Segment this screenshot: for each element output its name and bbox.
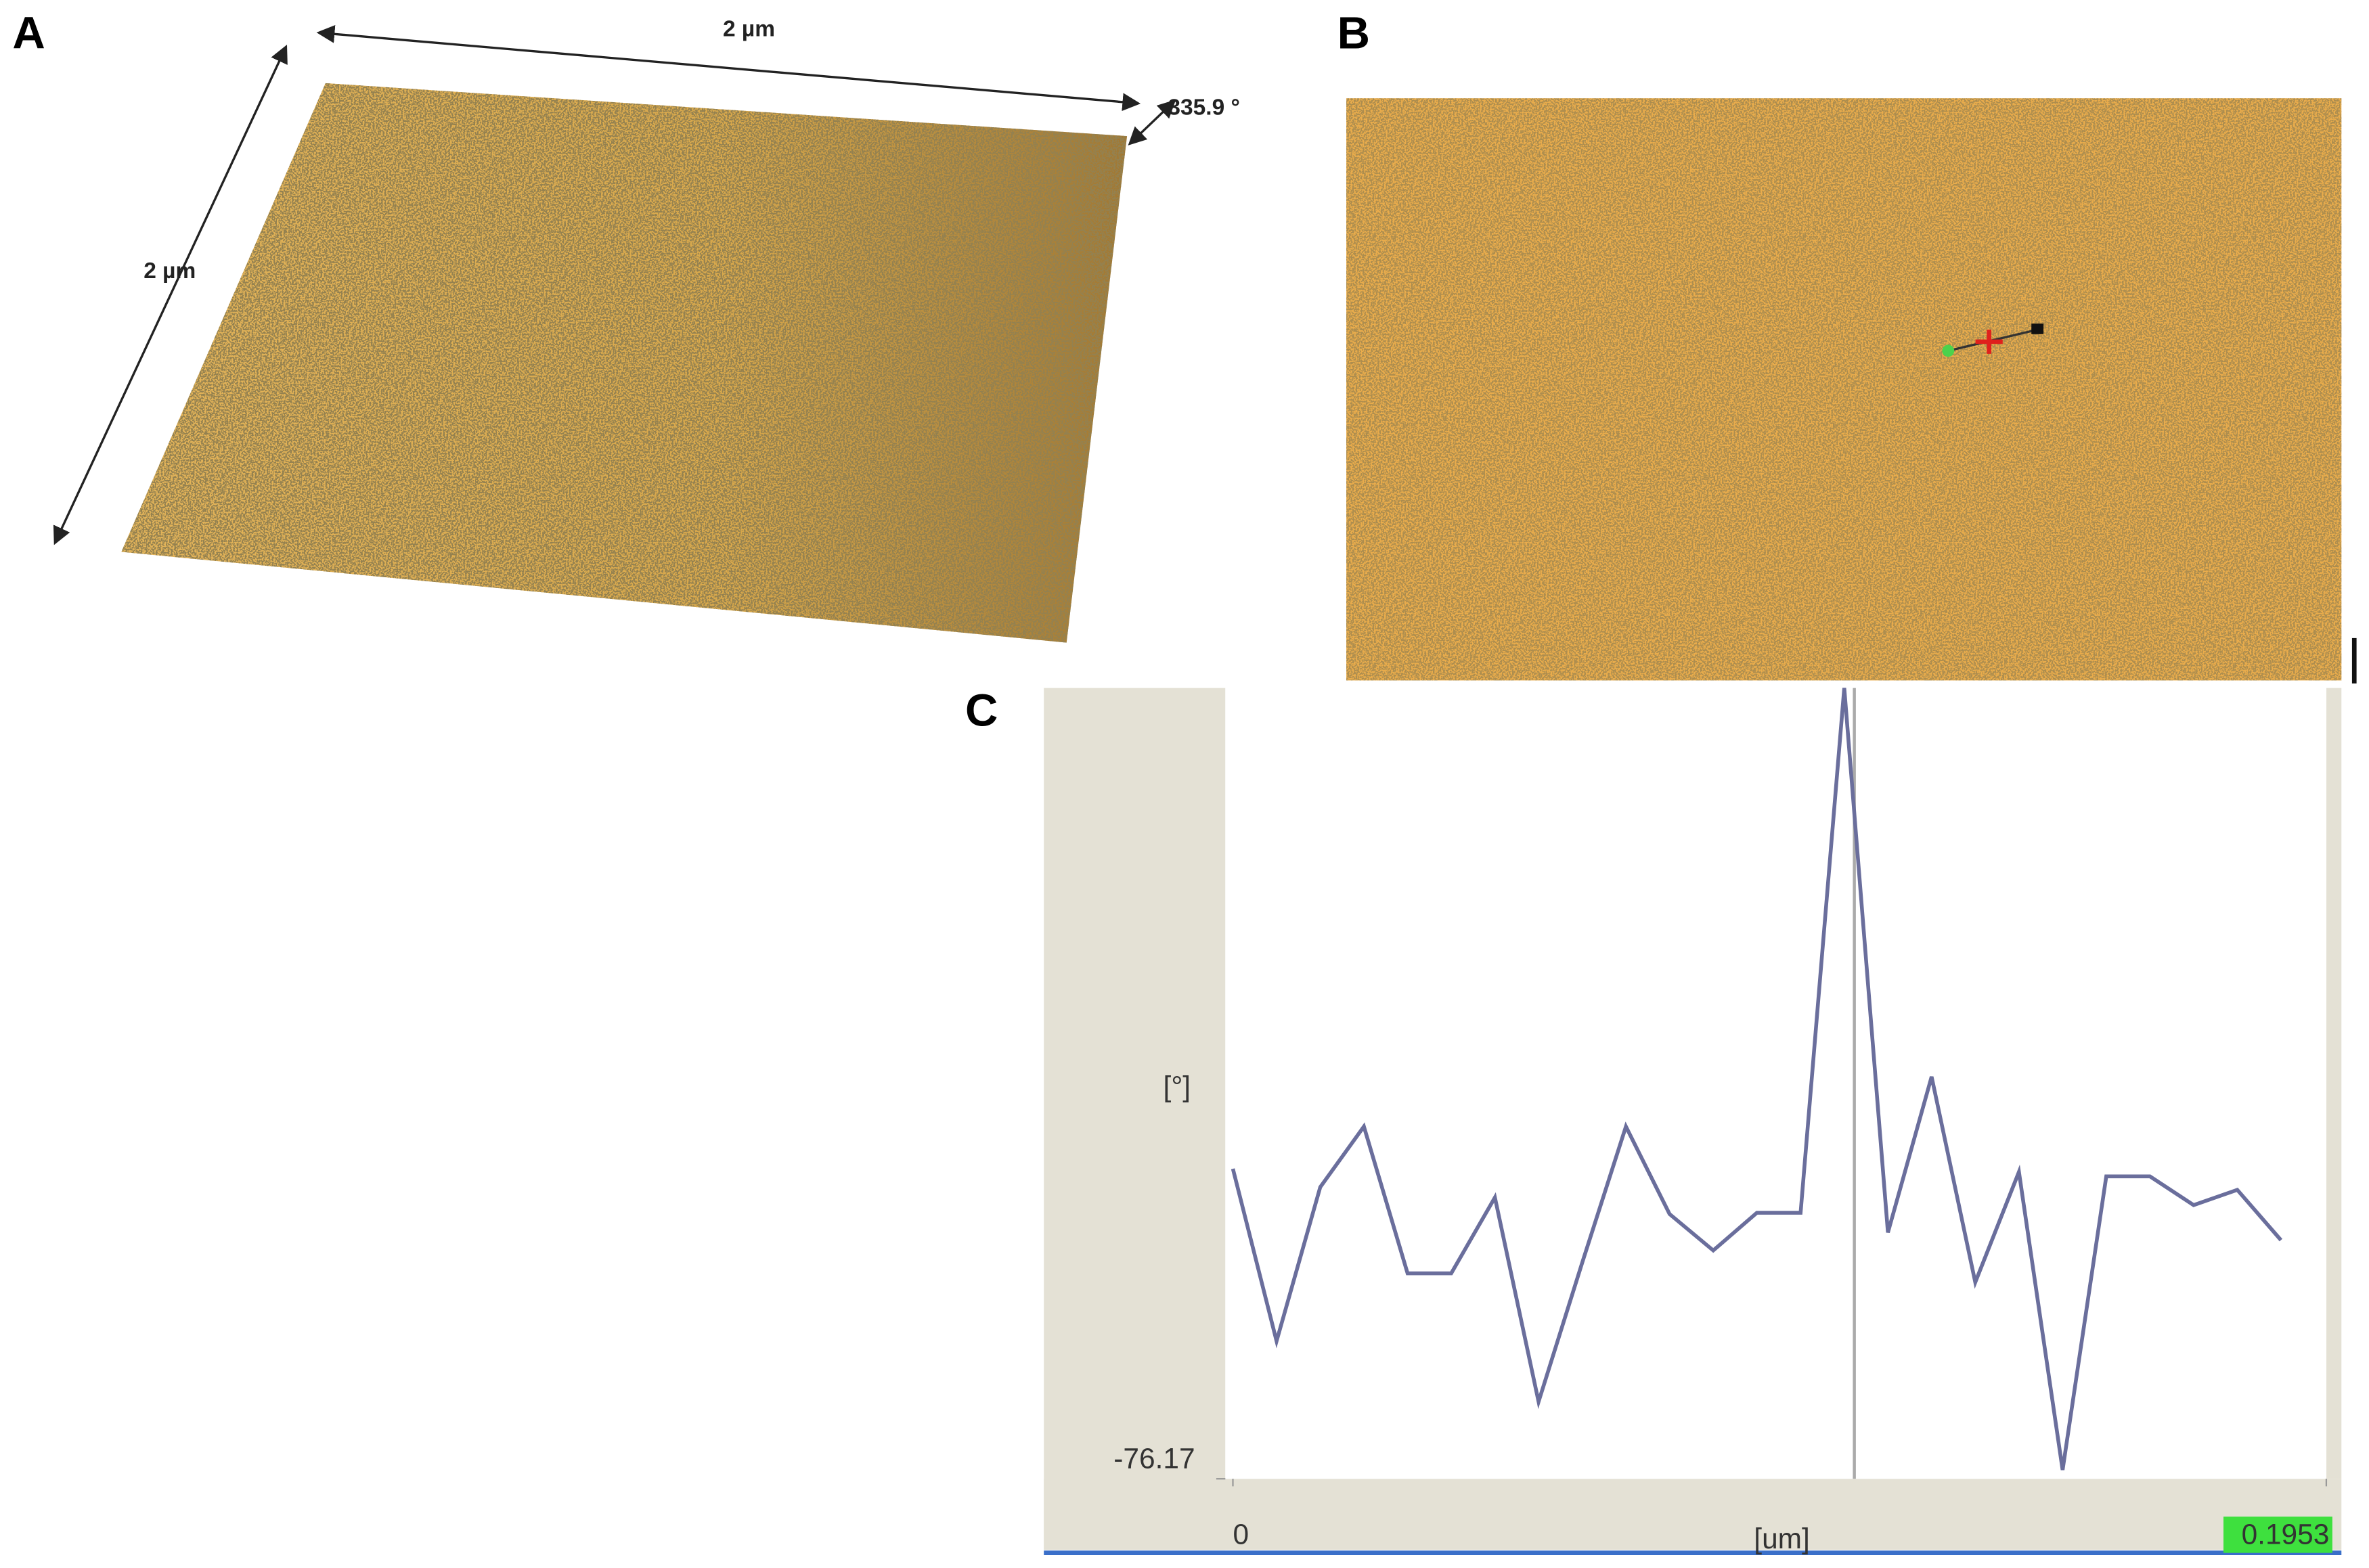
dimension-line [53,45,288,545]
profile-end [2031,323,2044,334]
axis-panel [1044,688,1226,1550]
value-highlight [2223,1517,2332,1553]
panel-label: A [12,7,45,58]
width-label: 2 µm [723,17,775,42]
axis-panel [2326,688,2342,1479]
dimension-line [316,24,1141,112]
scale-bar [2351,637,2357,684]
dimension-line [1128,99,1176,145]
x-axis-label: [um] [1754,1523,1810,1554]
panel-label: C [965,685,998,736]
surface-texture [121,83,1128,643]
profile-line [1231,688,2283,1471]
phase-texture [1346,98,2342,681]
axis-panel [1044,1479,2342,1550]
x-tick-label: 0 [1233,1518,1249,1550]
panel-label: B [1337,7,1370,58]
y-axis-label: [°] [1164,1071,1191,1102]
cursor-cross [1975,330,2003,354]
profile-start [1942,344,1955,357]
y-tick-label: -76.17 [1113,1443,1195,1475]
plot-area [1225,688,2326,1479]
x-tick-label: 0.1953 [2242,1518,2330,1550]
depth-label: 2 µm [143,259,196,284]
height-label: 335.9 ° [1168,95,1240,120]
